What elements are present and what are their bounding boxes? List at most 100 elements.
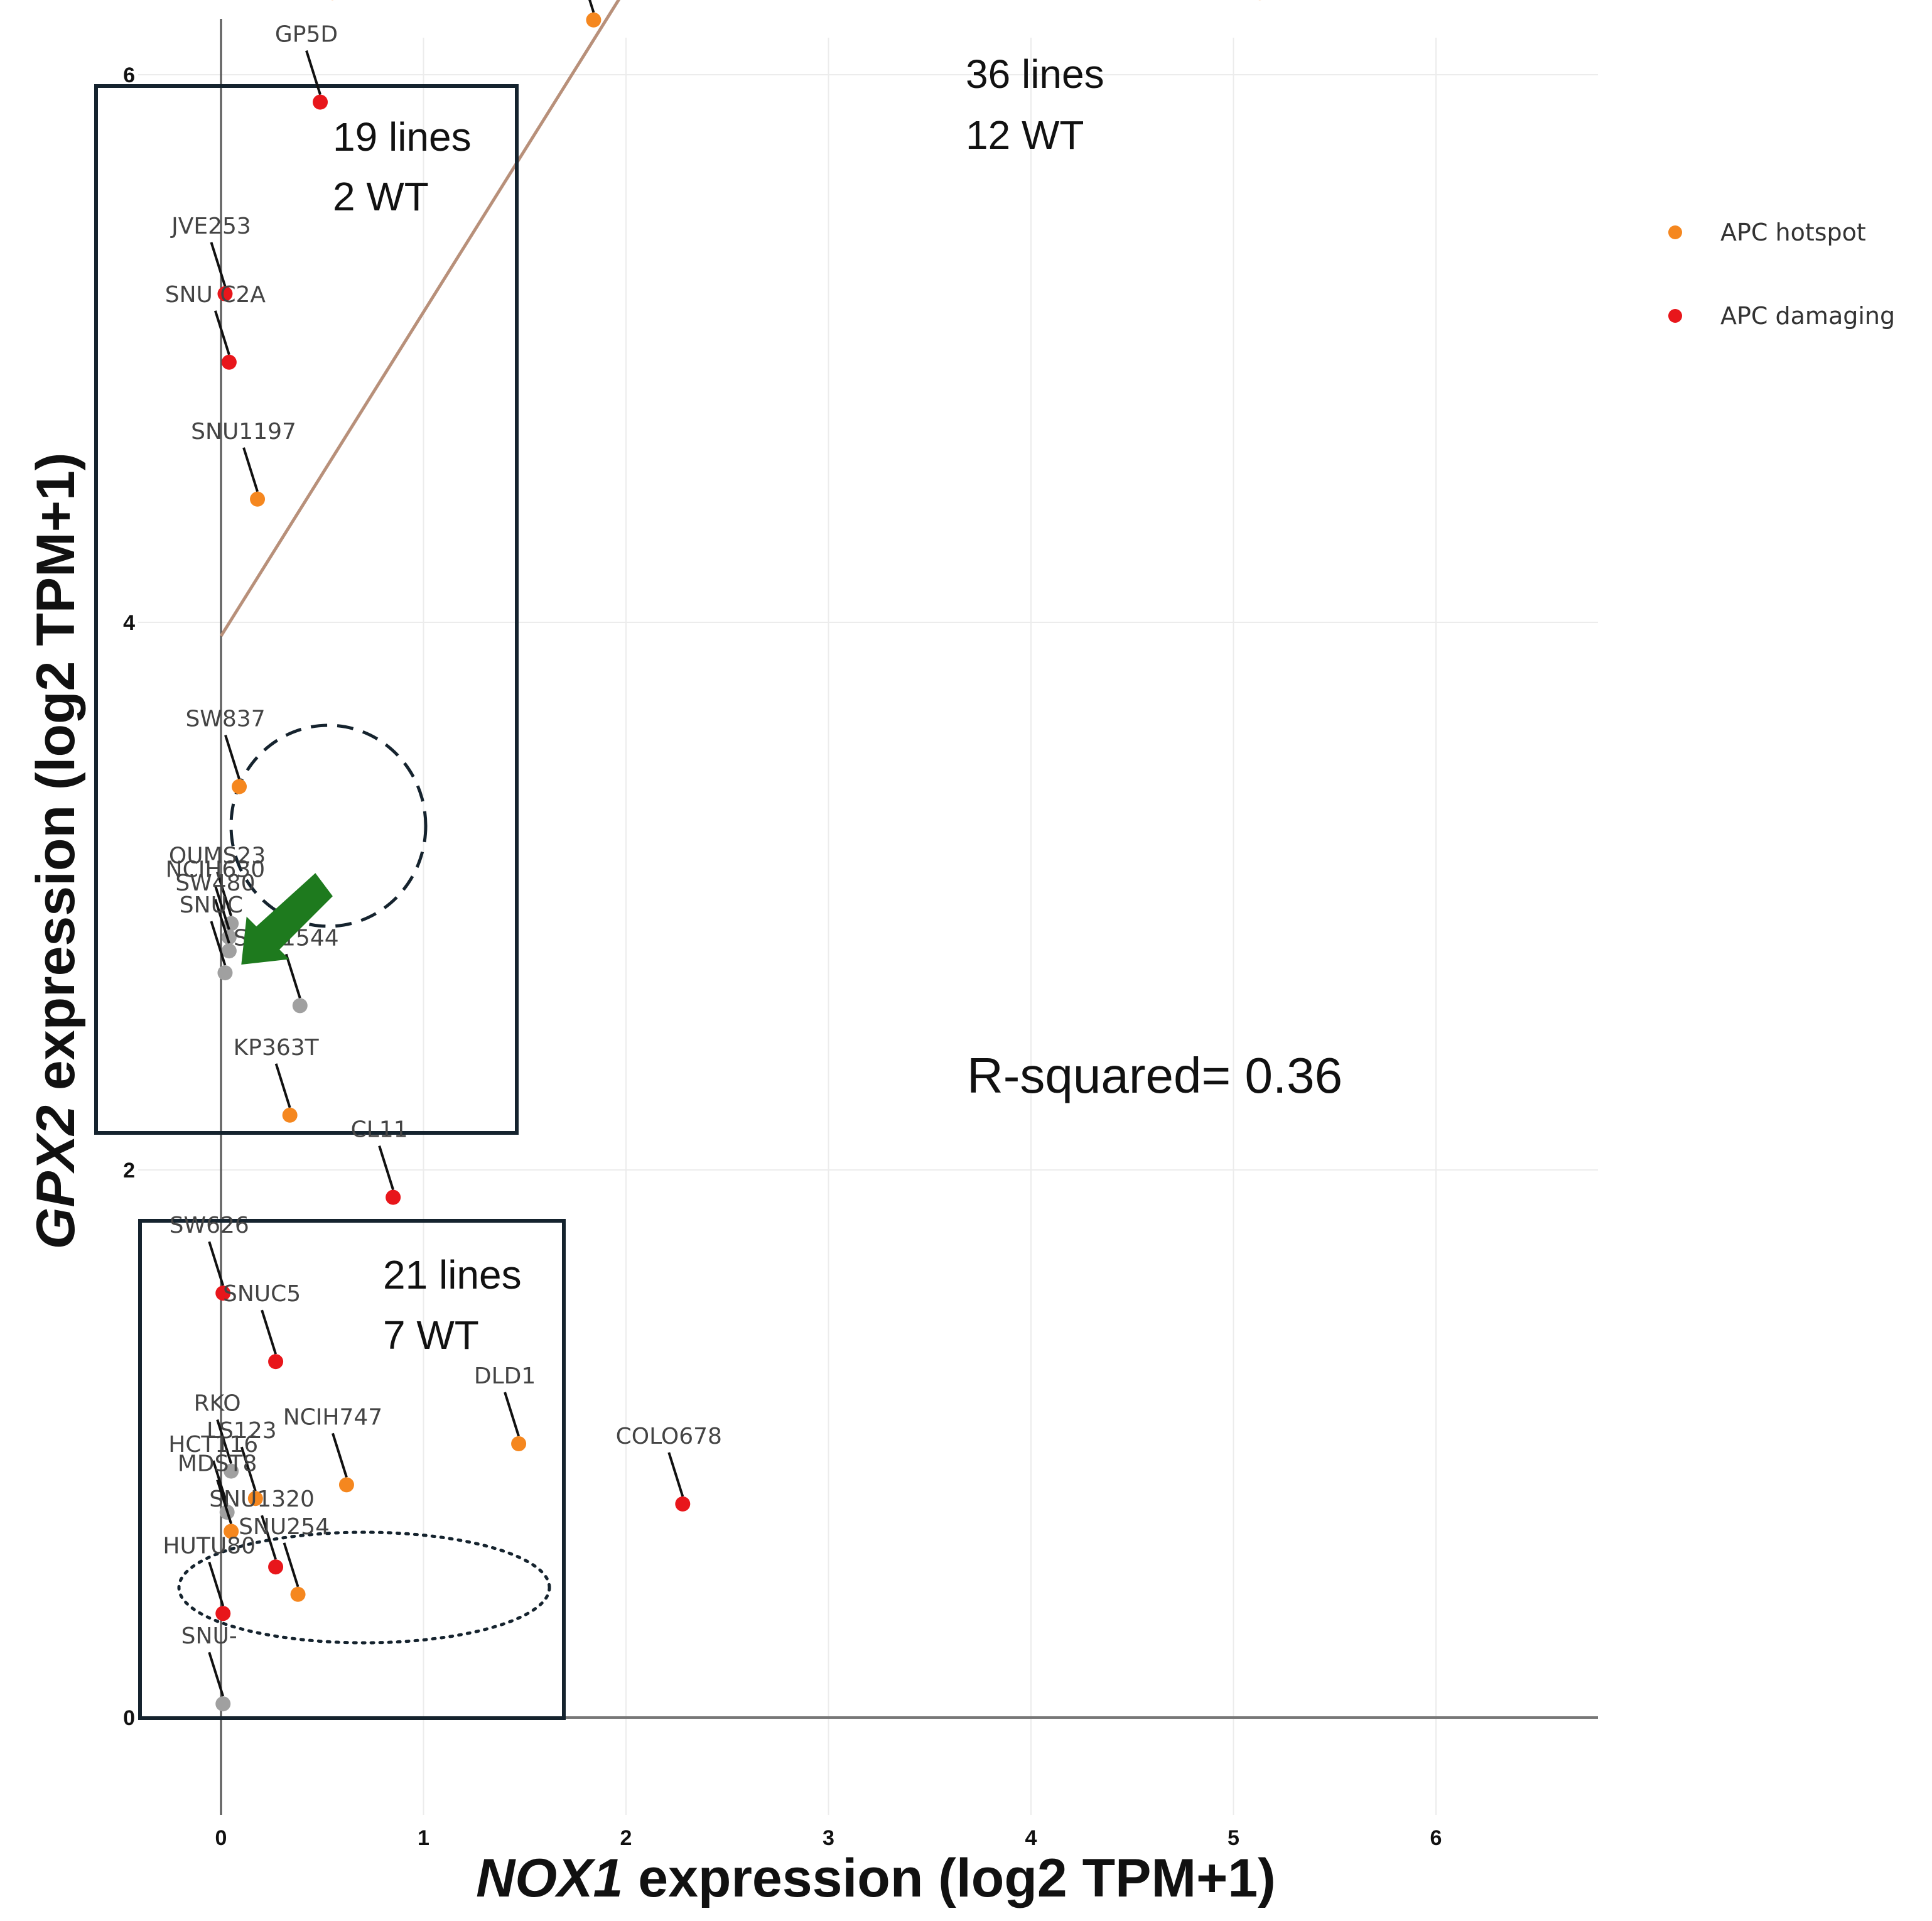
point-label: DLD1 xyxy=(474,1363,536,1389)
point-label: KP363T xyxy=(234,1035,320,1061)
highlight-arrows xyxy=(241,873,333,965)
point-label: SW626 xyxy=(170,1213,249,1238)
point-label: SNU C2A xyxy=(165,282,266,308)
scatter-point xyxy=(221,943,237,959)
x-tick-label: 5 xyxy=(1228,1826,1239,1850)
leader-line xyxy=(274,1063,291,1108)
trendline xyxy=(219,0,621,637)
point-label: GP5D xyxy=(275,22,338,48)
scatter-point xyxy=(224,1463,239,1479)
scatter-point xyxy=(386,1189,401,1205)
point-label: SW837 xyxy=(185,706,265,732)
leader-line xyxy=(284,953,301,998)
scatter-point xyxy=(292,998,308,1014)
scatter-point xyxy=(586,12,602,28)
box1-wt-text: 2 WT xyxy=(333,174,429,219)
scatter-point xyxy=(215,1606,231,1621)
x-tick-label: 1 xyxy=(418,1826,429,1850)
legend-hotspot-label: APC hotspot xyxy=(1720,219,1866,246)
leader-line xyxy=(588,0,595,13)
point-label: JVE253 xyxy=(170,214,251,239)
dotted-ellipse xyxy=(177,1530,551,1645)
leader-line xyxy=(667,1452,684,1497)
leader-line xyxy=(216,1419,233,1464)
scatter-point xyxy=(215,1696,231,1712)
point-label: SNU1197 xyxy=(191,419,296,445)
scatter-point xyxy=(290,1586,306,1602)
x-tick-labels: 0 1 2 3 4 5 6 xyxy=(215,1826,1442,1850)
point-label: OUMS23 xyxy=(169,843,266,869)
x-tick-label: 3 xyxy=(823,1826,834,1850)
scatter-point xyxy=(215,1285,231,1301)
leader-line xyxy=(242,447,259,492)
leader-line xyxy=(224,735,240,780)
leader-line xyxy=(213,899,230,944)
box2-lines-text: 36 lines xyxy=(966,51,1104,97)
point-label: COLO678 xyxy=(616,1424,722,1449)
x-tick-label: 0 xyxy=(215,1826,227,1850)
point-label: RKO xyxy=(194,1391,241,1417)
scatter-point xyxy=(224,1523,239,1539)
y-axis-title-rest: expression (log2 TPM+1) xyxy=(26,453,86,1105)
y-axis-title-gene: GPX2 xyxy=(26,1105,86,1249)
scatter-point xyxy=(247,1491,263,1507)
grid-lines xyxy=(138,38,1598,1815)
box3-lines-text: 21 lines xyxy=(383,1252,522,1297)
leader-line xyxy=(213,885,230,930)
x-tick-label: 4 xyxy=(1025,1826,1037,1850)
r-squared-text: R-squared= 0.36 xyxy=(967,1047,1342,1103)
y-tick-labels: 024681012 xyxy=(123,63,135,1730)
highlight-arrow xyxy=(241,873,333,965)
scatter-point xyxy=(282,1107,298,1123)
scatter-point xyxy=(217,965,233,981)
x-tick-label: 6 xyxy=(1430,1826,1442,1850)
leader-line xyxy=(261,1515,277,1560)
y-tick-label: 2 xyxy=(123,1159,135,1182)
upper-left-box xyxy=(94,84,519,1135)
y-tick-label: 4 xyxy=(123,611,135,635)
leader-line xyxy=(216,1479,233,1525)
leader-line xyxy=(210,921,227,966)
leader-line xyxy=(216,872,233,917)
leader-line xyxy=(504,1392,520,1437)
scatter-point xyxy=(217,286,233,301)
scatter-point xyxy=(268,1559,284,1575)
x-axis-title-gene: NOX1 xyxy=(476,1848,623,1908)
point-label: SNU- xyxy=(181,1623,237,1649)
point-label: SNU254 xyxy=(239,1514,330,1540)
point-label: NCIH747 xyxy=(283,1404,382,1430)
scatter-point xyxy=(268,1354,284,1370)
leader-line xyxy=(240,1446,257,1491)
leader-line xyxy=(212,1460,229,1505)
scatter-point xyxy=(221,354,237,370)
point-label: CL11 xyxy=(351,1117,408,1143)
x-axis-title: NOX1 expression (log2 TPM+1) xyxy=(476,1848,1276,1908)
legend-hotspot-marker xyxy=(1668,225,1682,239)
scatter-point xyxy=(511,1436,527,1451)
point-label: SW480 xyxy=(175,870,255,896)
x-tick-label: 2 xyxy=(620,1826,632,1850)
box3-wt-text: 7 WT xyxy=(383,1312,479,1358)
leader-line xyxy=(305,50,321,95)
leader-line xyxy=(208,1652,225,1697)
lower-left-box xyxy=(138,1219,566,1720)
legend-damaging-label: APC damaging xyxy=(1720,302,1895,330)
leader-line xyxy=(332,1432,348,1478)
scatter-point xyxy=(338,1477,354,1493)
point-label: SNUC xyxy=(180,892,243,918)
leader-line xyxy=(210,242,227,287)
point-label: HUTU80 xyxy=(163,1533,256,1559)
leader-line xyxy=(283,1542,300,1588)
leader-line xyxy=(261,1309,277,1355)
point-label: MDST8 xyxy=(178,1451,257,1477)
scatter-point xyxy=(313,94,328,110)
y-axis-title: GPX2 expression (log2 TPM+1) xyxy=(26,453,86,1250)
point-label: NCIH630 xyxy=(166,857,265,882)
leader-line xyxy=(213,310,230,355)
x-axis-title-rest: expression (log2 TPM+1) xyxy=(623,1848,1275,1908)
y-tick-label: 0 xyxy=(123,1706,135,1730)
box2-wt-text: 12 WT xyxy=(966,112,1084,158)
dashed-circle xyxy=(229,723,428,928)
